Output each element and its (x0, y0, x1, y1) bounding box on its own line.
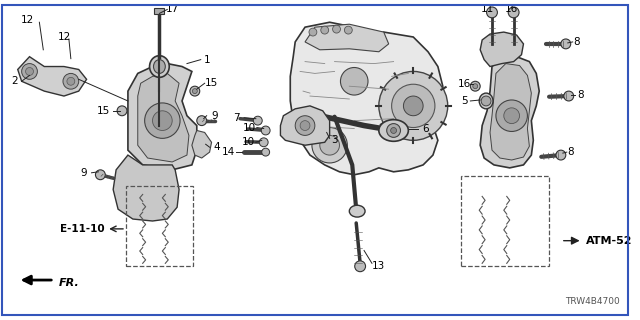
Circle shape (481, 96, 491, 106)
Circle shape (355, 261, 365, 272)
Circle shape (145, 103, 180, 138)
Text: 12: 12 (58, 32, 70, 42)
Text: 4: 4 (213, 142, 220, 152)
Text: 7: 7 (233, 113, 239, 123)
Circle shape (262, 148, 269, 156)
Text: 15: 15 (205, 78, 218, 88)
Text: 17: 17 (166, 4, 179, 14)
Ellipse shape (349, 205, 365, 217)
Circle shape (504, 108, 520, 124)
Polygon shape (305, 24, 388, 52)
Text: 1: 1 (204, 55, 210, 65)
Bar (154, 8, 164, 14)
Circle shape (309, 28, 317, 36)
Text: E-11-10: E-11-10 (60, 224, 104, 234)
Ellipse shape (379, 120, 408, 141)
Text: 9: 9 (211, 111, 218, 121)
Text: 10: 10 (241, 137, 255, 147)
Text: ATM-52: ATM-52 (586, 236, 632, 246)
Polygon shape (291, 22, 443, 175)
Ellipse shape (150, 56, 169, 77)
Circle shape (22, 64, 37, 79)
Bar (126, 186, 193, 266)
Text: 8: 8 (568, 147, 574, 157)
Text: 16: 16 (458, 79, 471, 89)
Polygon shape (113, 155, 179, 221)
Circle shape (392, 84, 435, 128)
Circle shape (196, 116, 207, 125)
Text: 9: 9 (81, 168, 87, 178)
Polygon shape (192, 131, 212, 158)
Polygon shape (18, 57, 86, 96)
Circle shape (152, 111, 172, 131)
Circle shape (556, 150, 566, 160)
Circle shape (63, 73, 79, 89)
Polygon shape (490, 64, 531, 160)
Circle shape (496, 100, 527, 132)
Circle shape (486, 7, 497, 18)
Text: 8: 8 (573, 37, 580, 47)
Text: 16: 16 (505, 4, 518, 14)
Circle shape (261, 126, 270, 135)
Ellipse shape (154, 60, 165, 73)
Circle shape (321, 26, 329, 34)
Text: 10: 10 (243, 123, 255, 132)
Circle shape (390, 128, 397, 133)
Circle shape (564, 91, 573, 101)
Text: FR.: FR. (59, 278, 80, 288)
Circle shape (259, 138, 268, 147)
Polygon shape (480, 32, 524, 67)
Circle shape (387, 124, 401, 137)
Text: 15: 15 (97, 106, 110, 116)
Circle shape (379, 71, 448, 140)
Circle shape (508, 7, 519, 18)
Circle shape (403, 96, 423, 116)
Circle shape (344, 26, 352, 34)
Text: 2: 2 (12, 76, 18, 86)
Circle shape (190, 86, 200, 96)
Circle shape (193, 89, 197, 93)
Circle shape (67, 77, 75, 85)
Text: 6: 6 (422, 124, 428, 133)
Circle shape (561, 39, 571, 49)
Circle shape (300, 121, 310, 131)
Circle shape (295, 116, 315, 135)
Text: 5: 5 (461, 96, 468, 106)
Text: 3: 3 (332, 135, 338, 145)
Polygon shape (480, 57, 540, 168)
Circle shape (312, 128, 348, 163)
Bar (461, 176, 549, 266)
Polygon shape (280, 106, 330, 145)
Circle shape (95, 170, 106, 180)
Circle shape (473, 84, 477, 89)
Text: 8: 8 (577, 90, 584, 100)
Text: TRW4B4700: TRW4B4700 (565, 297, 620, 306)
Circle shape (320, 135, 339, 155)
Text: 12: 12 (21, 15, 34, 25)
Circle shape (333, 25, 340, 33)
Text: 14: 14 (221, 147, 235, 157)
Text: 13: 13 (372, 261, 385, 271)
Circle shape (117, 106, 127, 116)
Circle shape (253, 116, 262, 125)
Polygon shape (128, 64, 196, 170)
Circle shape (340, 68, 368, 95)
Text: 11: 11 (481, 4, 493, 14)
Circle shape (470, 81, 480, 91)
Circle shape (26, 68, 33, 76)
Polygon shape (138, 73, 189, 162)
Ellipse shape (479, 93, 493, 109)
